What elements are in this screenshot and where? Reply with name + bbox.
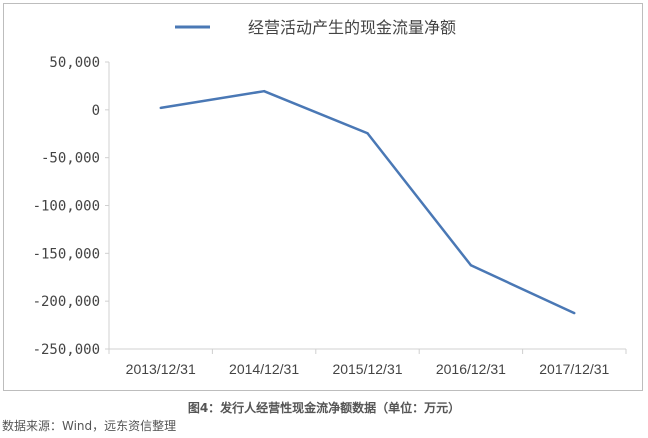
y-tick-label: -100,000	[33, 199, 100, 215]
y-tick-label: -200,000	[33, 294, 100, 310]
legend-label: 经营活动产生的现金流量净额	[248, 18, 456, 37]
x-tick-label: 2017/12/31	[539, 361, 609, 377]
data-point	[262, 89, 266, 93]
y-tick-label: 0	[92, 103, 100, 119]
x-tick-label: 2015/12/31	[332, 361, 402, 377]
y-tick-label: -150,000	[33, 246, 100, 262]
series-line	[160, 89, 575, 315]
data-source: 数据来源：Wind，远东资信整理	[2, 419, 177, 433]
y-tick-label: -50,000	[41, 151, 100, 167]
chart-frame	[3, 3, 643, 391]
y-tick-label: 50,000	[49, 55, 100, 71]
x-tick-label: 2014/12/31	[229, 361, 299, 377]
data-point	[573, 311, 576, 315]
figure-caption: 图4：发行人经营性现金流净额数据（单位：万元）	[187, 401, 461, 415]
data-point	[366, 132, 369, 135]
line-chart: 50,000 0 -50,000 -100,000 -150,000 -200,000 -2…	[33, 18, 627, 377]
x-tick-label: 2013/12/31	[126, 361, 196, 377]
x-tick-label: 2016/12/31	[436, 361, 506, 377]
y-tick-label: -250,000	[33, 342, 100, 358]
data-point	[159, 106, 162, 110]
data-point	[469, 264, 473, 267]
